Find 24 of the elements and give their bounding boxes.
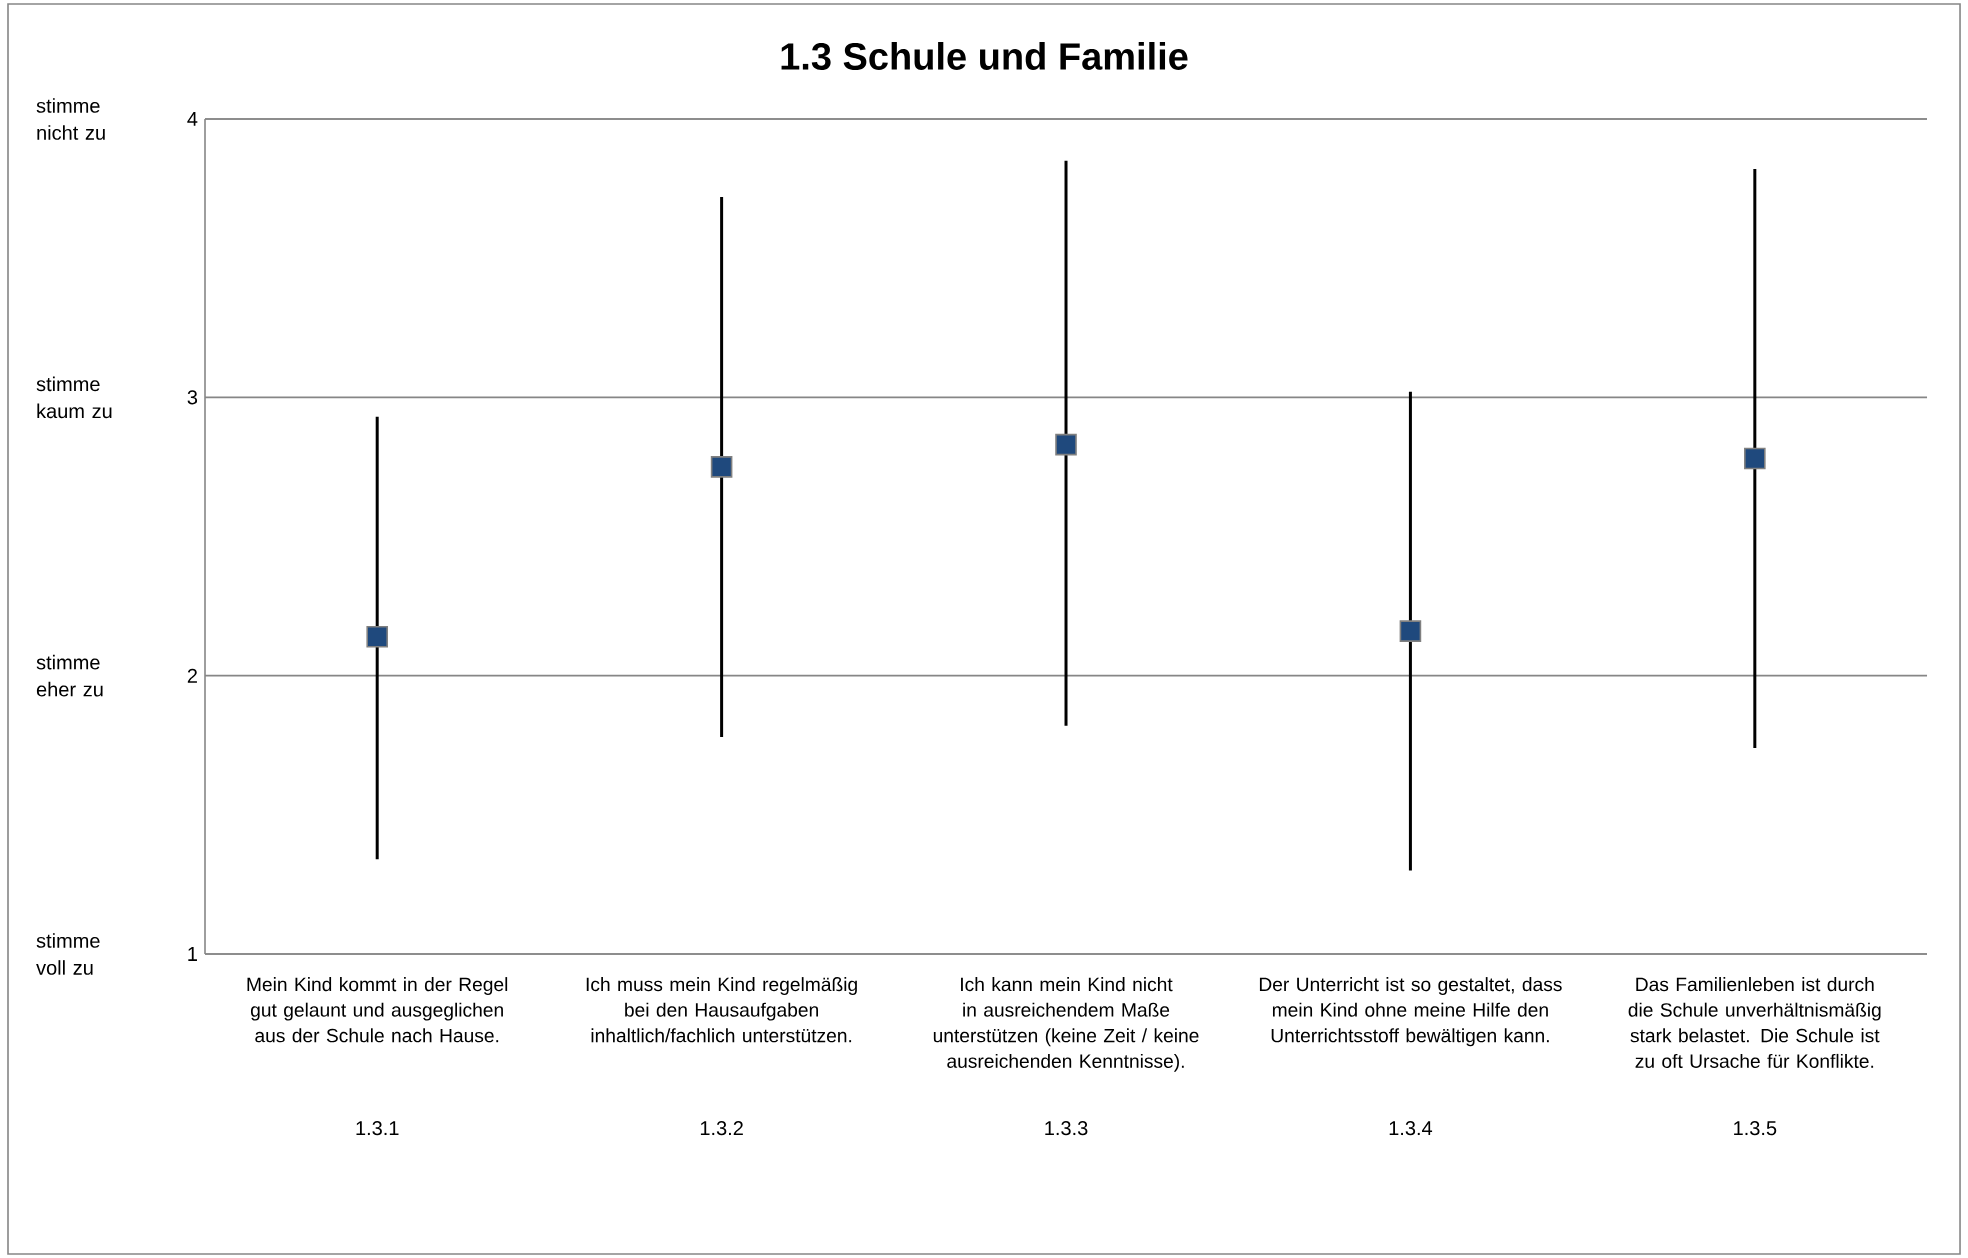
point: [710, 456, 733, 478]
y-tick-label: 3: [187, 390, 198, 405]
y-tick-label: 4: [187, 112, 198, 126]
text: Das Familienleben ist durch die Schule unverhältnismäßig stark belastet. Die Schule ist zu oft Ursache für Konflikte.: [1628, 977, 1881, 1068]
point: [366, 625, 389, 648]
text: stimme kaum zu: [36, 376, 112, 419]
text: Mein Kind kommt in der Regel gut gelaunt und ausgeglichen aus der Schule nach Hause.: [247, 977, 508, 1043]
y-tick-label: 1: [188, 947, 197, 961]
x-tick-label: 1.3.5: [1734, 1121, 1777, 1136]
point: [1744, 447, 1766, 470]
chart-title: 1.3 Schule und Familie: [781, 42, 1188, 70]
point: [1055, 433, 1077, 456]
text: stimme nicht zu: [36, 98, 105, 140]
point: [1399, 620, 1422, 642]
text: stimme voll zu: [36, 933, 100, 975]
text: Ich muss mein Kind regelmäßig bei den Hausaufgaben inhaltlich/fachlich unterstützen.: [586, 977, 857, 1043]
text: stimme eher zu: [36, 654, 103, 697]
x-tick-label: 1.3.1: [356, 1121, 399, 1136]
text: Ich kann mein Kind nicht in ausreichendem Maße unterstützen (keine Zeit / keine ausreichenden Kenntnisse).: [933, 977, 1199, 1072]
text: Der Unterricht ist so gestaltet, dass mein Kind ohne meine Hilfe den Unterrichtsstoff bewältigen kann.: [1259, 977, 1562, 1047]
x-tick-label: 1.3.2: [700, 1121, 743, 1136]
x-tick-label: 1.3.4: [1389, 1121, 1433, 1136]
x-tick-label: 1.3.3: [1045, 1121, 1088, 1136]
y-tick-label: 2: [187, 668, 197, 683]
